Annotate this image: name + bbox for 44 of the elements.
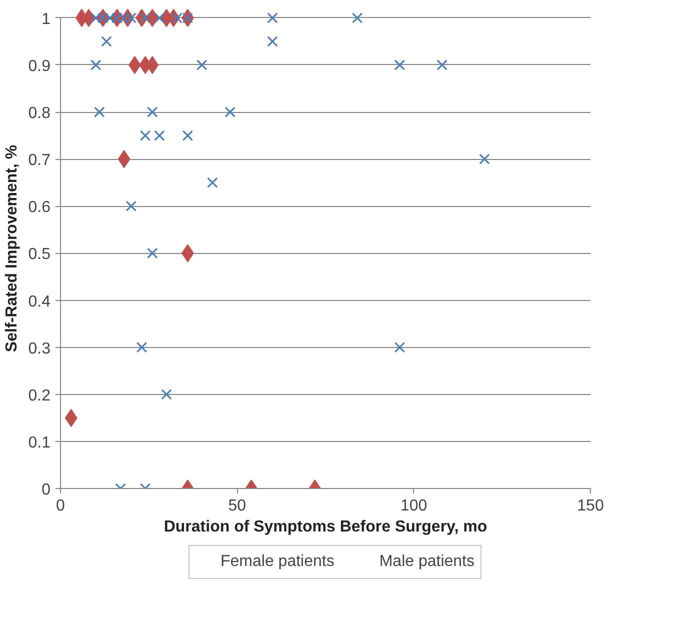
point: [136, 342, 148, 353]
y-tick-label: 0.5: [28, 246, 51, 264]
point: [140, 130, 151, 141]
y-tick-label: 0.7: [28, 152, 51, 170]
point: [394, 342, 406, 353]
point: [146, 106, 158, 118]
point: [118, 150, 130, 168]
x-tick-label: 100: [400, 498, 428, 514]
y-tick-label: 0.2: [28, 387, 51, 404]
y-tick-label: 0.9: [28, 58, 51, 75]
point: [154, 12, 165, 24]
y-tick-label: 0.3: [28, 340, 51, 358]
point: [140, 12, 151, 24]
point: [64, 408, 78, 427]
point: [90, 60, 102, 70]
text: Female patients: [220, 553, 334, 571]
x-tick-label: 50: [228, 498, 246, 514]
y-tick-label: 0.8: [28, 105, 51, 122]
point: [479, 154, 490, 164]
point: [126, 200, 137, 212]
point: [207, 177, 218, 188]
point: [267, 36, 278, 47]
x-tick-label: 0: [56, 498, 66, 514]
y-tick-label: 0.6: [28, 199, 51, 216]
point: [352, 12, 363, 24]
point: [154, 130, 165, 141]
point: [94, 106, 105, 118]
point: [436, 60, 448, 70]
y-tick-label: 1: [42, 10, 51, 28]
x-tick-label: 150: [577, 498, 604, 514]
y-tick-label: 0.1: [28, 434, 51, 452]
point: [101, 36, 112, 47]
y-axis-title: Self-Rated Improvement, %: [3, 144, 20, 352]
point: [394, 60, 406, 70]
point: [161, 388, 172, 400]
point: [224, 106, 236, 118]
y-tick-label: 0: [42, 482, 51, 498]
text: Male patients: [379, 553, 475, 571]
y-tick-label: 0.4: [28, 293, 51, 310]
point: [182, 130, 194, 141]
x-axis-title: Duration of Symptoms Before Surgery, mo: [164, 518, 488, 536]
point: [267, 12, 278, 24]
point: [146, 248, 158, 259]
point: [196, 60, 208, 70]
